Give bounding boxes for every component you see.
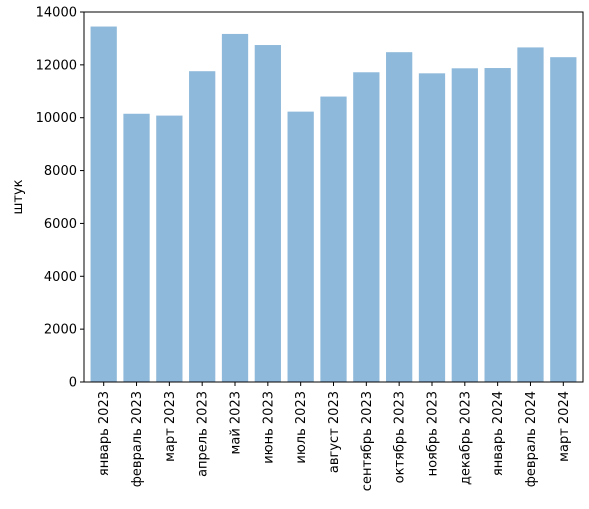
x-tick-label: январь 2024 [491,391,506,476]
bars-layer [90,26,577,383]
y-tick-label: 4000 [44,270,77,285]
bar [221,33,249,382]
bar [517,47,544,383]
x-tick-label: март 2023 [163,391,178,462]
y-tick-label: 12000 [36,58,77,73]
bar [189,71,216,382]
y-axis: 0 2000 4000 6000 8000 10000 12000 14000 [36,6,84,391]
x-tick-label: июнь 2023 [261,391,276,464]
x-tick-label: январь 2023 [97,391,112,476]
bar [123,113,150,382]
x-axis: январь 2023 февраль 2023 март 2023 апрель 2… [97,382,572,491]
bar [451,68,478,383]
bar [484,68,511,383]
x-tick-label: август 2023 [327,391,342,473]
bar [353,72,380,382]
y-tick-label: 8000 [44,164,77,179]
x-tick-label: февраль 2024 [524,391,539,487]
x-tick-label: март 2024 [557,391,572,462]
y-tick-label: 10000 [36,111,77,126]
bar [254,45,281,383]
y-tick-label: 6000 [44,217,77,232]
bar [320,96,347,383]
x-tick-label: май 2023 [229,391,244,454]
bar [386,52,413,383]
x-tick-label: октябрь 2023 [393,391,408,483]
bar [287,111,314,382]
bar [156,115,183,382]
x-tick-label: февраль 2023 [130,391,145,487]
y-axis-label: штук [11,179,26,214]
y-tick-label: 14000 [36,6,77,21]
bar [418,73,446,383]
bar [90,26,117,383]
x-tick-label: декабрь 2023 [458,391,473,485]
x-tick-label: сентябрь 2023 [360,391,375,491]
x-tick-label: апрель 2023 [196,391,211,477]
bar [550,57,577,382]
x-tick-label: июль 2023 [294,391,309,464]
y-tick-label: 0 [69,376,77,391]
x-tick-label: ноябрь 2023 [425,391,440,476]
y-tick-label: 2000 [44,323,77,338]
